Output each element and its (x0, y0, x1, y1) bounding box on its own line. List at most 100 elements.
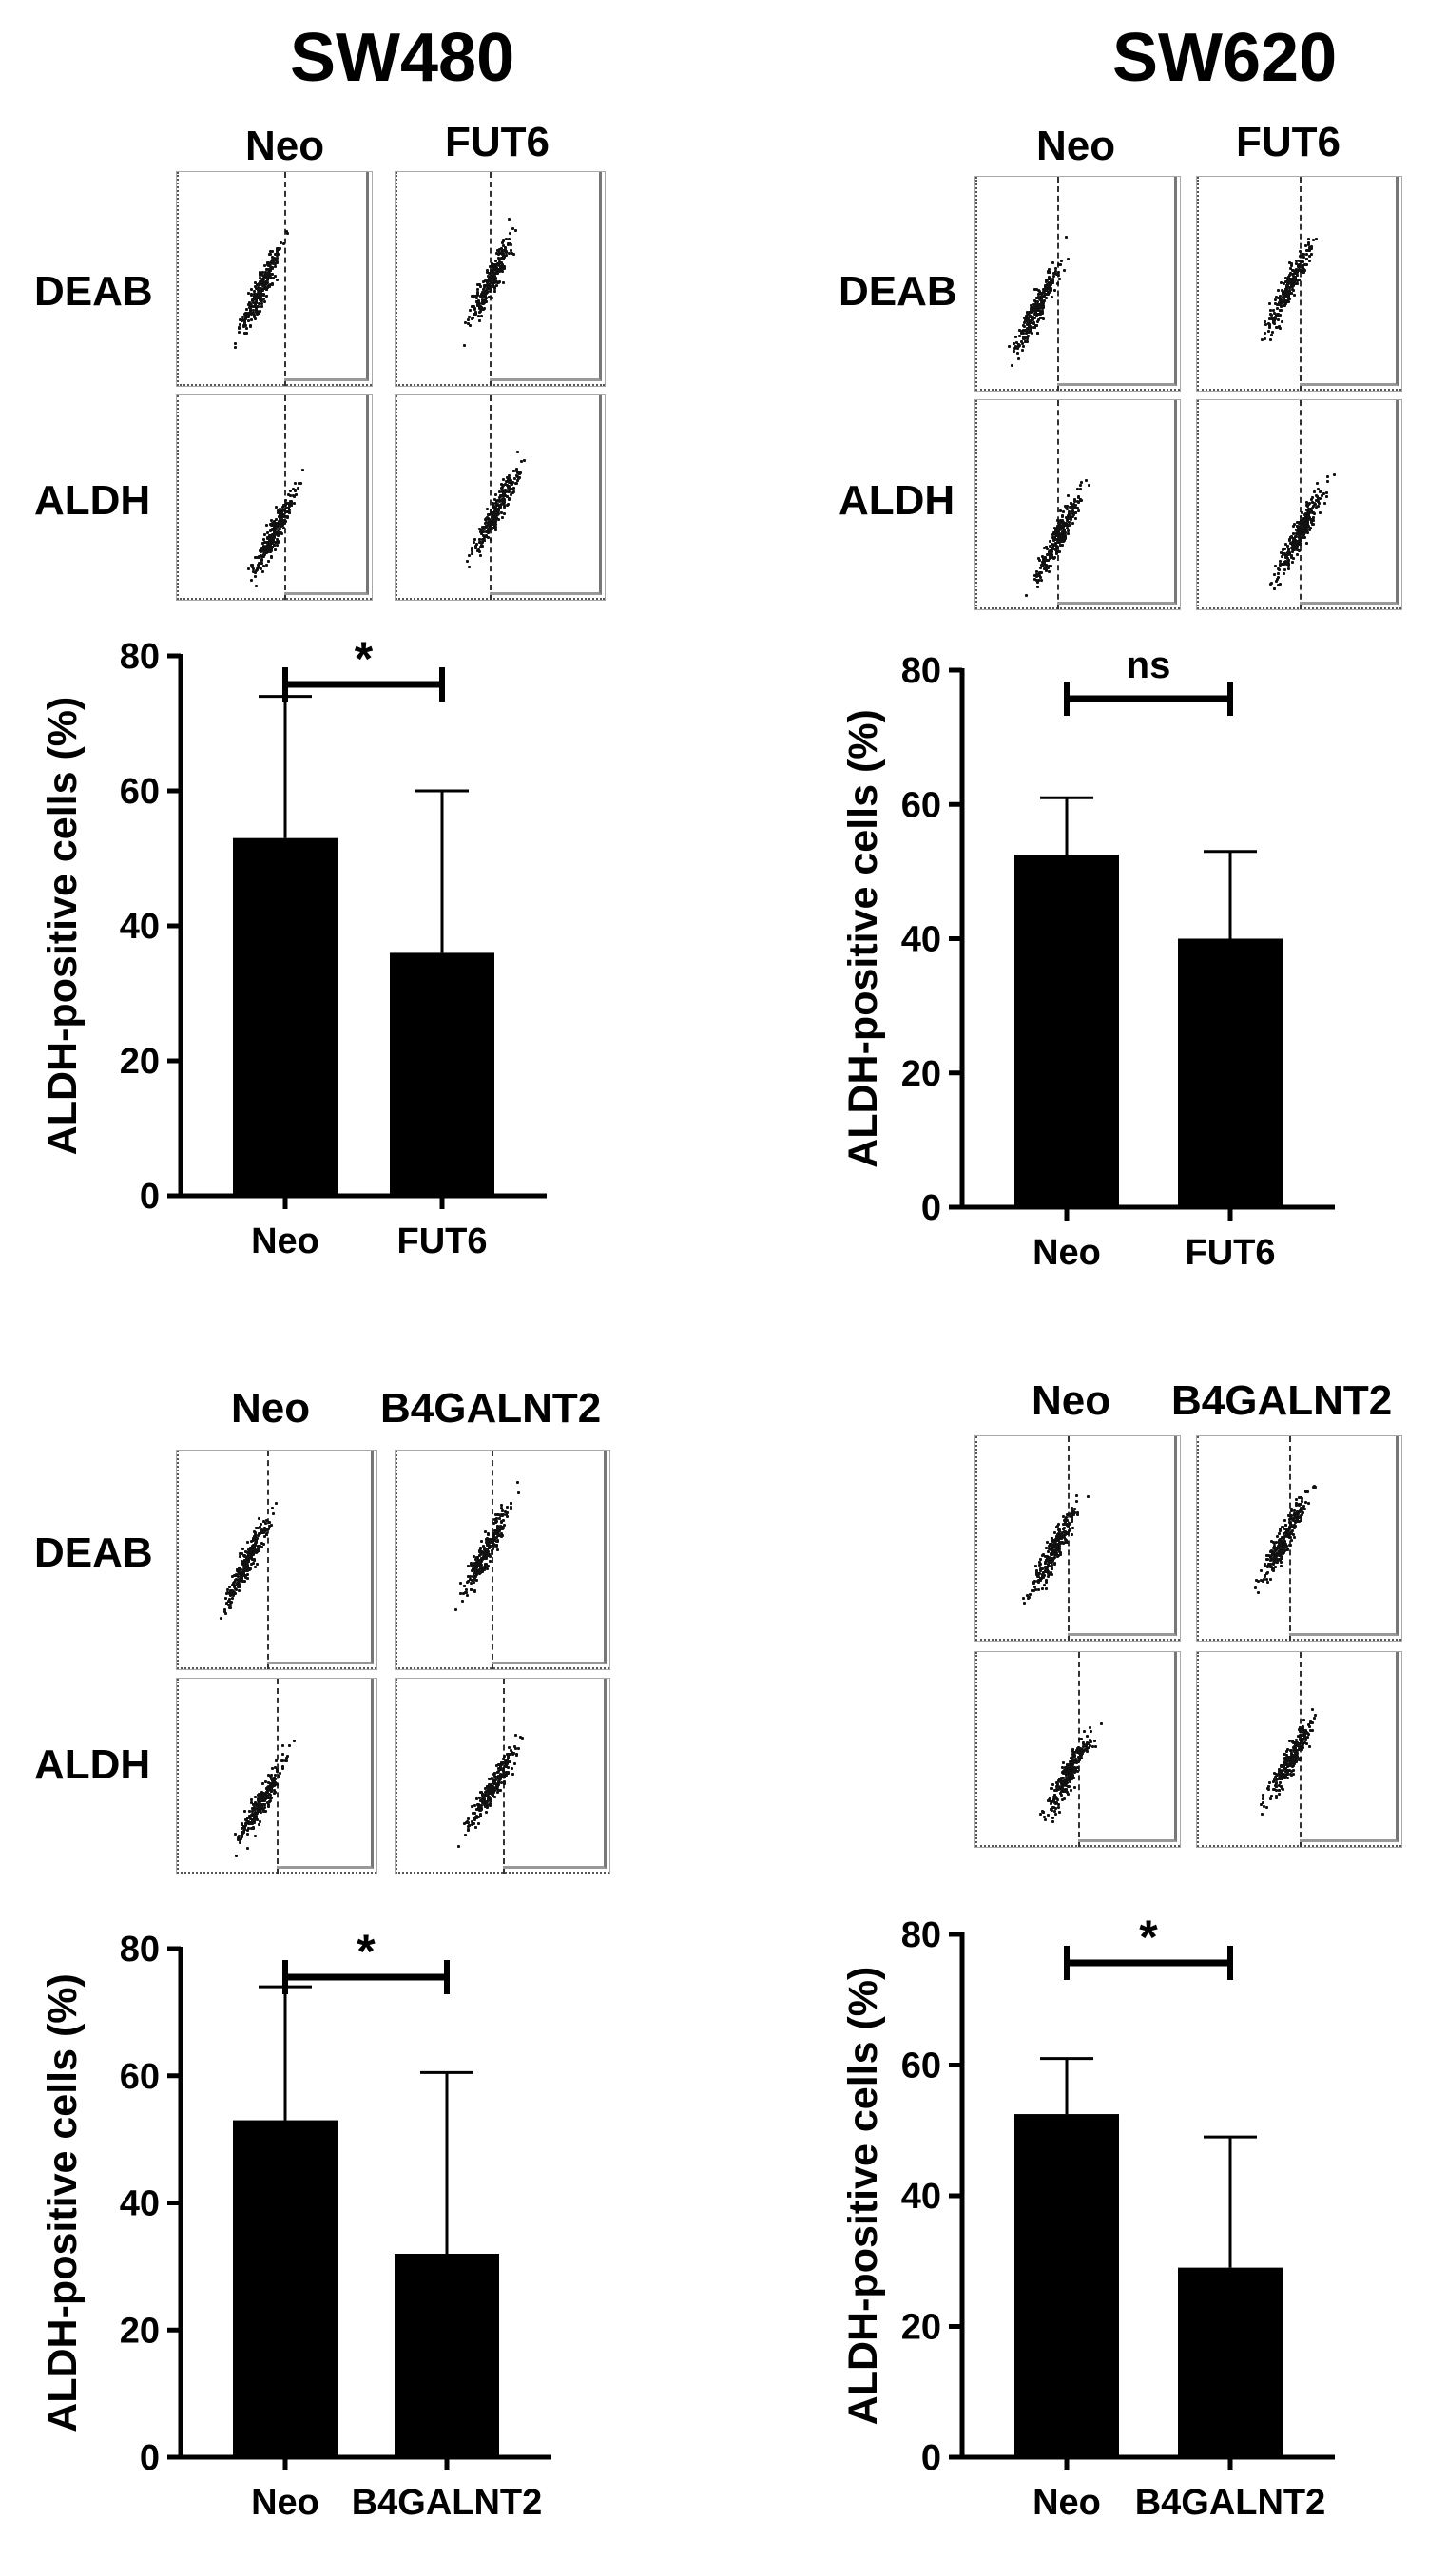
event-dot (1286, 284, 1290, 288)
event-dot (262, 538, 266, 542)
event-dot (493, 506, 497, 509)
event-dot (494, 260, 498, 263)
event-dot (1032, 325, 1035, 329)
event-dot (1292, 523, 1296, 527)
event-dot (1038, 297, 1042, 300)
event-dot (1310, 511, 1314, 515)
plot-axis (177, 395, 179, 600)
event-dot (259, 298, 262, 302)
flow-row-aldh: ALDH (34, 477, 151, 524)
event-dot (273, 535, 277, 539)
gate-region (490, 395, 602, 595)
event-dot (1052, 542, 1056, 546)
y-tick-label: 40 (901, 2177, 941, 2217)
event-dot (508, 217, 511, 221)
event-dot (500, 494, 504, 498)
event-dot (502, 491, 506, 495)
event-dot (1296, 532, 1300, 536)
event-dot (258, 272, 261, 276)
event-dot (1010, 363, 1013, 367)
event-dot (496, 253, 500, 257)
event-dot (1308, 528, 1312, 531)
event-dot (498, 495, 502, 499)
event-dot (1058, 543, 1062, 547)
event-dot (1053, 529, 1057, 532)
plot-axis (975, 607, 1180, 609)
event-dot (1267, 317, 1271, 320)
event-dot (1292, 293, 1296, 297)
event-dot (1069, 501, 1072, 505)
event-dot (246, 303, 250, 307)
plot-axis (396, 395, 397, 600)
flow-plot (1196, 176, 1402, 392)
event-dot (515, 467, 519, 471)
event-dot (1053, 531, 1057, 534)
event-dot (244, 317, 248, 320)
event-dot (1299, 514, 1302, 518)
event-dot (1079, 487, 1083, 490)
event-dot (474, 544, 478, 548)
plot-axis (1197, 177, 1199, 391)
event-dot (1282, 571, 1285, 575)
gate-region (1057, 400, 1177, 605)
event-dot (260, 297, 263, 300)
event-dot (272, 262, 276, 266)
event-dot (496, 257, 500, 260)
event-dot (1294, 271, 1298, 275)
event-dot (267, 277, 271, 280)
event-dot (480, 300, 484, 304)
event-dot (1281, 555, 1284, 559)
event-dot (1314, 238, 1318, 241)
event-dot (504, 249, 508, 253)
event-dot (255, 293, 259, 297)
event-dot (261, 565, 265, 568)
event-dot (250, 318, 254, 322)
event-dot (256, 286, 260, 290)
event-dot (292, 487, 296, 490)
event-dot (257, 293, 260, 297)
event-dot (1060, 522, 1064, 526)
event-dot (260, 273, 263, 277)
event-dot (1026, 336, 1030, 339)
event-dot (1053, 271, 1057, 275)
event-dot (251, 570, 255, 574)
event-dot (1289, 262, 1293, 266)
event-dot (1283, 551, 1286, 555)
flow-header-fut6: FUT6 (445, 119, 550, 165)
event-dot (1321, 493, 1324, 497)
event-dot (509, 242, 512, 246)
event-dot (279, 524, 282, 527)
event-dot (1051, 546, 1054, 549)
event-dot (261, 279, 265, 283)
event-dot (486, 289, 490, 293)
event-dot (292, 501, 296, 505)
event-dot (492, 514, 496, 518)
event-dot (1279, 299, 1283, 303)
event-dot (489, 265, 492, 269)
gate-line (283, 172, 286, 386)
event-dot (1295, 534, 1299, 538)
flow-row-deab: DEAB (34, 1529, 153, 1576)
event-dot (1278, 314, 1282, 317)
event-dot (490, 511, 493, 515)
event-dot (1319, 489, 1322, 492)
event-dot (501, 240, 505, 243)
event-dot (492, 273, 495, 277)
event-dot (477, 299, 481, 303)
category-label: B4GALNT2 (1135, 2483, 1326, 2523)
event-dot (1317, 497, 1321, 501)
event-dot (1289, 281, 1293, 285)
event-dot (489, 509, 492, 512)
event-dot (1039, 312, 1043, 316)
event-dot (492, 269, 496, 273)
event-dot (276, 260, 280, 263)
event-dot (1012, 342, 1015, 346)
event-dot (1061, 535, 1065, 539)
event-dot (1008, 344, 1012, 348)
flow-header-neo: Neo (245, 123, 325, 169)
event-dot (1295, 545, 1299, 548)
event-dot (1042, 547, 1046, 550)
event-dot (485, 287, 489, 291)
event-dot (469, 308, 473, 312)
event-dot (276, 247, 280, 251)
